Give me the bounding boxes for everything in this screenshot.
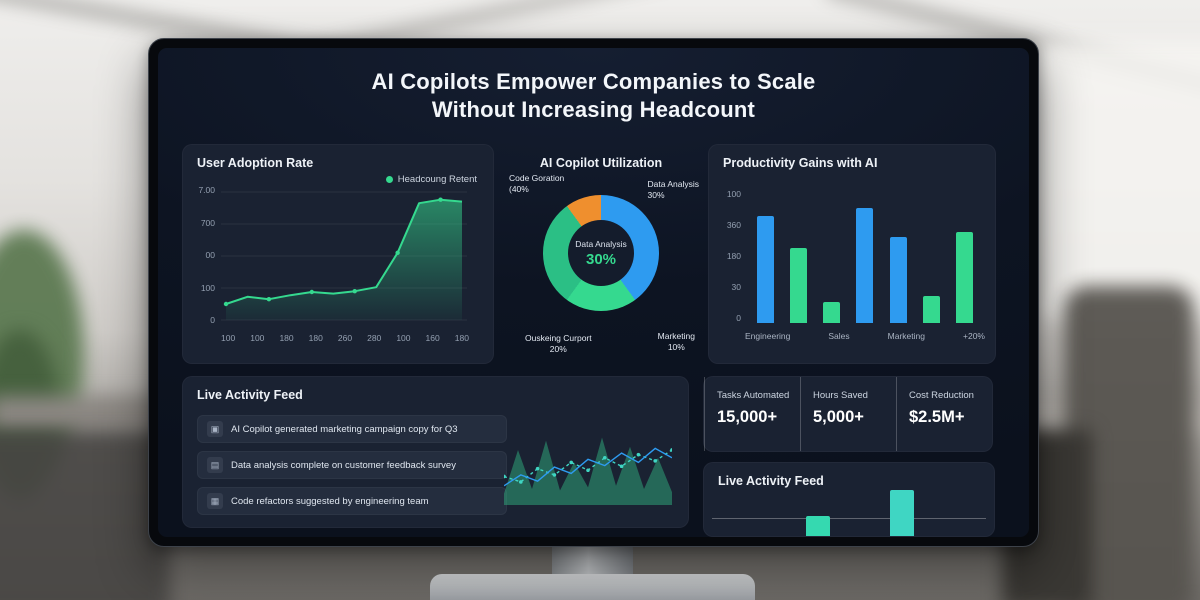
mini-bar-chart	[806, 490, 914, 536]
stat-hours-saved: Hours Saved 5,000+	[800, 377, 896, 451]
panel-productivity-gains: Productivity Gains with AI 100 360 180 30 0 …	[708, 144, 996, 364]
donut-callout-marketing: Marketing 10%	[657, 330, 695, 352]
panel-copilot-utilization: AI Copilot Utilization Data Analysis 30%…	[500, 144, 702, 364]
feed-item-text: Code refactors suggested by engineering …	[231, 495, 429, 507]
productivity-bar-chart	[749, 189, 981, 323]
feed-item: ▤ Data analysis complete on customer fee…	[197, 451, 507, 479]
feed-item: ▣ AI Copilot generated marketing campaig…	[197, 415, 507, 443]
donut-callout-data-analysis: Data Analysis 30%	[647, 179, 700, 201]
stat-value: 5,000+	[813, 408, 864, 426]
title-line-2: Without Increasing Headcount	[431, 96, 756, 122]
feed-item-text: Data analysis complete on customer feedb…	[231, 459, 456, 471]
feed-item: ▦ Code refactors suggested by engineerin…	[197, 487, 507, 515]
x-axis-labels: 100 100 180 180 260 280 100 160 180	[221, 333, 469, 343]
activity-sparkline-chart	[502, 421, 674, 505]
stat-label: Tasks Automated	[717, 390, 790, 401]
chat-icon: ▣	[207, 421, 223, 437]
desk	[0, 396, 170, 432]
utilization-donut-chart: Data Analysis 30%	[543, 195, 659, 311]
panel-title: User Adoption Rate	[197, 156, 314, 170]
monitor-stand-base	[430, 574, 755, 600]
adoption-area-chart	[221, 187, 467, 325]
panel-live-activity-feed: Live Activity Feed ▣ AI Copilot generate…	[182, 376, 689, 528]
y-axis-labels: 7.00 700 00 100 0	[198, 185, 215, 325]
panel-title: Live Activity Feed	[718, 474, 824, 488]
donut-callout-customer-support: Ouskeing Curport 20%	[525, 332, 592, 354]
y-axis-labels: 100 360 180 30 0	[726, 189, 741, 323]
panel-title: AI Copilot Utilization	[539, 156, 663, 170]
panel-live-activity-feed-secondary: Live Activity Feed	[703, 462, 995, 537]
legend-dot-icon	[385, 176, 393, 183]
stat-label: Hours Saved	[813, 390, 868, 401]
donut-center: Data Analysis 30%	[568, 220, 634, 286]
stat-tasks-automated: Tasks Automated 15,000+	[704, 377, 800, 451]
axis-line	[712, 518, 986, 519]
dashboard-title: AI Copilots Empower Companies to Scale W…	[158, 68, 1029, 124]
title-line-1: AI Copilots Empower Companies to Scale	[371, 69, 816, 94]
stat-value: $2.5M+	[909, 408, 965, 426]
x-axis-labels: Engineering Sales Marketing +20%	[745, 331, 985, 341]
window-glow	[1040, 40, 1200, 320]
monitor-bezel: AI Copilots Empower Companies to Scale W…	[148, 38, 1039, 547]
desk	[0, 430, 170, 600]
feed-list: ▣ AI Copilot generated marketing campaig…	[197, 415, 507, 515]
stat-cost-reduction: Cost Reduction $2.5M+	[896, 377, 992, 451]
donut-callout-code-generation: Code Goration (40%	[509, 173, 565, 195]
chart-legend: Headcoung Retent	[385, 174, 477, 185]
panel-user-adoption: User Adoption Rate Headcoung Retent 7.00…	[182, 144, 494, 364]
donut-center-value: 30%	[585, 250, 617, 268]
feed-item-text: AI Copilot generated marketing campaign …	[231, 423, 458, 435]
users-icon: ▤	[207, 457, 223, 473]
stat-label: Cost Reduction	[909, 390, 974, 401]
legend-label: Headcoung Retent	[397, 174, 477, 185]
panel-title: Live Activity Feed	[197, 388, 303, 402]
panel-title: Productivity Gains with AI	[723, 156, 878, 170]
stat-value: 15,000+	[717, 408, 778, 426]
panel-kpi-stats: Tasks Automated 15,000+ Hours Saved 5,00…	[703, 376, 993, 452]
donut-center-label: Data Analysis	[575, 238, 627, 249]
dashboard-screen: AI Copilots Empower Companies to Scale W…	[158, 48, 1029, 537]
grid-icon: ▦	[207, 493, 223, 509]
